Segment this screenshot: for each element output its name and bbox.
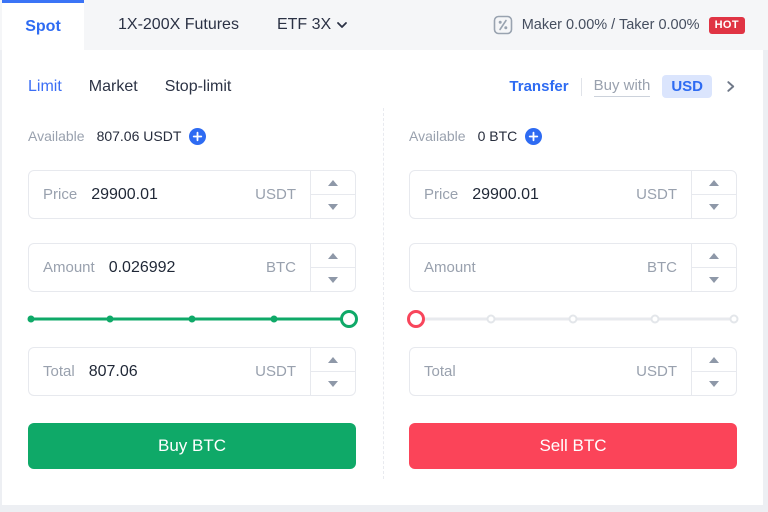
column-divider xyxy=(356,102,409,479)
amount-value: 0.026992 xyxy=(108,258,176,276)
price-unit: USDT xyxy=(255,186,296,203)
transfer-link[interactable]: Transfer xyxy=(509,78,569,95)
amount-unit: BTC xyxy=(266,259,296,276)
sell-amount-input[interactable]: Amount BTC xyxy=(409,243,737,292)
tab-etf[interactable]: ETF 3X xyxy=(273,0,352,50)
buy-form: Available 807.06 USDT Price 29900.01 USD… xyxy=(27,102,358,469)
tab-market[interactable]: Market xyxy=(88,77,138,95)
available-label: Available xyxy=(28,128,85,144)
stepper-down-icon[interactable] xyxy=(311,372,355,395)
price-stepper xyxy=(310,171,355,218)
sell-button[interactable]: Sell BTC xyxy=(409,423,737,469)
tab-limit[interactable]: Limit xyxy=(28,77,62,95)
sell-price-input[interactable]: Price 29900.01 USDT xyxy=(409,170,737,219)
sell-available-row: Available 0 BTC xyxy=(409,126,737,146)
total-stepper xyxy=(310,348,355,395)
amount-stepper xyxy=(691,244,736,291)
maker-taker-fees: Maker 0.00% / Taker 0.00% xyxy=(521,17,700,33)
amount-label: Amount xyxy=(43,259,95,276)
stepper-up-icon[interactable] xyxy=(311,348,355,372)
amount-unit: BTC xyxy=(647,259,677,276)
total-unit: USDT xyxy=(255,363,296,380)
fees-info: Maker 0.00% / Taker 0.00% HOT xyxy=(493,0,768,50)
buy-with-link[interactable]: Buy with xyxy=(593,77,651,97)
chevron-down-icon xyxy=(336,19,348,31)
stepper-down-icon[interactable] xyxy=(311,195,355,218)
stepper-up-icon[interactable] xyxy=(692,171,736,195)
fee-percent-icon xyxy=(493,15,513,35)
tab-futures[interactable]: 1X-200X Futures xyxy=(114,0,243,50)
buy-price-input[interactable]: Price 29900.01 USDT xyxy=(28,170,356,219)
stepper-up-icon[interactable] xyxy=(692,348,736,372)
total-value: 807.06 xyxy=(88,362,138,380)
deposit-plus-icon[interactable] xyxy=(189,127,207,145)
price-value: 29900.01 xyxy=(91,185,158,203)
buy-button[interactable]: Buy BTC xyxy=(28,423,356,469)
price-unit: USDT xyxy=(636,186,677,203)
tab-futures-label: 1X-200X Futures xyxy=(118,16,239,33)
order-type-row: Limit Market Stop-limit Transfer Buy wit… xyxy=(28,50,737,98)
currency-selector[interactable]: USD xyxy=(662,75,712,98)
total-unit: USDT xyxy=(636,363,677,380)
stepper-up-icon[interactable] xyxy=(311,171,355,195)
stepper-down-icon[interactable] xyxy=(692,372,736,395)
stepper-up-icon[interactable] xyxy=(692,244,736,268)
buy-total-input[interactable]: Total 807.06 USDT xyxy=(28,347,356,396)
stepper-up-icon[interactable] xyxy=(311,244,355,268)
total-label: Total xyxy=(43,363,75,380)
buy-available-row: Available 807.06 USDT xyxy=(28,126,356,146)
price-label: Price xyxy=(424,186,459,203)
stepper-down-icon[interactable] xyxy=(311,268,355,291)
deposit-plus-icon[interactable] xyxy=(525,127,543,145)
tab-etf-label: ETF 3X xyxy=(276,16,332,33)
amount-label: Amount xyxy=(424,259,476,276)
price-value: 29900.01 xyxy=(472,185,539,203)
hot-badge: HOT xyxy=(708,16,745,34)
tab-spot[interactable]: Spot xyxy=(2,0,84,50)
available-balance: 0 BTC xyxy=(477,128,518,144)
total-label: Total xyxy=(424,363,456,380)
buy-percent-slider[interactable] xyxy=(27,309,358,329)
buy-amount-input[interactable]: Amount 0.026992 BTC xyxy=(28,243,356,292)
divider xyxy=(580,77,582,96)
available-label: Available xyxy=(409,128,466,144)
chevron-right-icon[interactable] xyxy=(724,80,737,93)
spot-trade-panel: Limit Market Stop-limit Transfer Buy wit… xyxy=(2,50,763,505)
price-stepper xyxy=(691,171,736,218)
sell-percent-slider[interactable] xyxy=(407,309,739,329)
tab-stop-limit[interactable]: Stop-limit xyxy=(164,77,232,95)
stepper-down-icon[interactable] xyxy=(692,195,736,218)
order-type-tabs: Limit Market Stop-limit xyxy=(28,78,231,96)
slider-handle[interactable] xyxy=(340,310,358,328)
tab-spot-label: Spot xyxy=(25,17,61,35)
sell-total-input[interactable]: Total USDT xyxy=(409,347,737,396)
total-stepper xyxy=(691,348,736,395)
stepper-down-icon[interactable] xyxy=(692,268,736,291)
market-tabbar: Spot 1X-200X Futures ETF 3X Maker 0.00% … xyxy=(0,0,768,50)
available-balance: 807.06 USDT xyxy=(96,128,182,144)
price-label: Price xyxy=(43,186,78,203)
amount-stepper xyxy=(310,244,355,291)
sell-form: Available 0 BTC Price 29900.01 USDT xyxy=(407,102,739,469)
slider-handle[interactable] xyxy=(407,310,425,328)
subheader-right: Transfer Buy with USD xyxy=(509,75,737,98)
